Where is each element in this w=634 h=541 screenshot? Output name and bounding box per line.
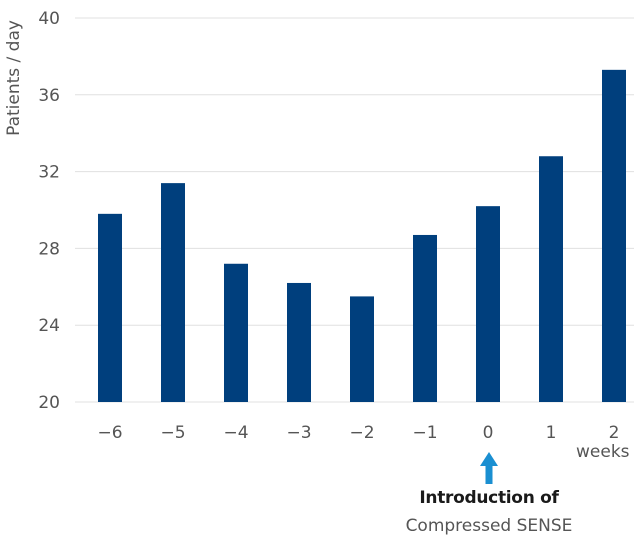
y-axis-ticks: 20 24 28 32 36 40 (38, 9, 60, 413)
x-tick-label: 1 (546, 423, 557, 443)
annotation: Introduction of Compressed SENSE (406, 452, 573, 536)
bar (224, 263, 248, 402)
bars (98, 69, 626, 402)
y-axis-label: Patients / day (4, 20, 24, 136)
x-tick-label: −1 (412, 423, 437, 443)
bar (98, 213, 122, 402)
y-tick-label: 24 (38, 316, 60, 336)
x-axis-ticks: −6 −5 −4 −3 −2 −1 0 1 2 (97, 423, 619, 443)
x-tick-label: −5 (160, 423, 185, 443)
x-tick-label: −2 (349, 423, 374, 443)
bar (287, 282, 311, 402)
x-tick-label: −4 (223, 423, 248, 443)
y-tick-label: 36 (38, 86, 60, 106)
x-tick-label: 2 (609, 423, 620, 443)
bar (413, 234, 437, 402)
y-tick-label: 20 (38, 393, 60, 413)
annotation-line-1: Introduction of (419, 488, 559, 508)
annotation-arrow-icon (480, 452, 498, 484)
x-tick-label: −6 (97, 423, 122, 443)
bar (161, 183, 185, 402)
x-tick-label: −3 (286, 423, 311, 443)
annotation-line-2: Compressed SENSE (406, 516, 573, 536)
x-axis-unit: weeks (576, 442, 630, 462)
bar (539, 156, 563, 402)
y-tick-label: 32 (38, 163, 60, 183)
bar (476, 206, 500, 402)
bar (350, 296, 374, 402)
y-tick-label: 40 (38, 9, 60, 29)
bar (602, 69, 626, 402)
x-tick-label: 0 (483, 423, 494, 443)
y-tick-label: 28 (38, 239, 60, 259)
